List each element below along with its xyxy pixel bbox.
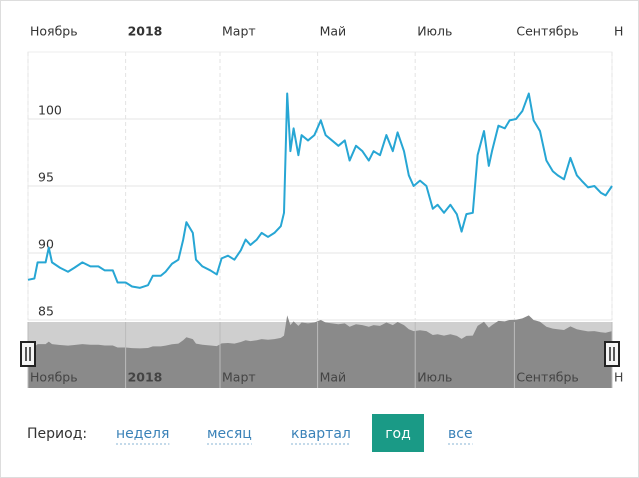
navigator-label: 2018 xyxy=(128,370,163,385)
x-tick-label: Июль xyxy=(417,24,452,39)
period-option[interactable]: неделя xyxy=(116,426,169,442)
navigator-label: Июль xyxy=(417,370,452,385)
navigator-label: Май xyxy=(320,370,347,385)
x-tick-label: 2018 xyxy=(128,24,163,39)
navigator-area xyxy=(28,315,612,388)
y-tick-label: 90 xyxy=(38,237,54,252)
period-option[interactable]: год xyxy=(385,426,411,442)
x-tick-label: Ноябрь xyxy=(30,24,78,39)
navigator-label: Сентябрь xyxy=(516,370,578,385)
period-option[interactable]: квартал xyxy=(291,426,351,442)
navigator-label: Март xyxy=(222,370,256,385)
navigator-label: Н xyxy=(614,370,623,385)
y-tick-label: 85 xyxy=(38,304,54,319)
y-tick-label: 95 xyxy=(38,170,54,185)
period-label: Период: xyxy=(27,426,87,442)
navigator-label: Ноябрь xyxy=(30,370,78,385)
period-button-active[interactable] xyxy=(372,414,424,452)
period-option[interactable]: месяц xyxy=(207,426,252,442)
x-tick-label: Май xyxy=(320,24,347,39)
price-line xyxy=(27,92,613,289)
y-tick-label: 100 xyxy=(38,103,62,118)
navigator-handle[interactable] xyxy=(20,341,36,367)
period-option[interactable]: все xyxy=(448,426,473,442)
x-tick-label: Сентябрь xyxy=(516,24,578,39)
navigator-handle[interactable] xyxy=(604,341,620,367)
x-tick-label: Март xyxy=(222,24,256,39)
x-tick-label: Н xyxy=(614,24,623,39)
